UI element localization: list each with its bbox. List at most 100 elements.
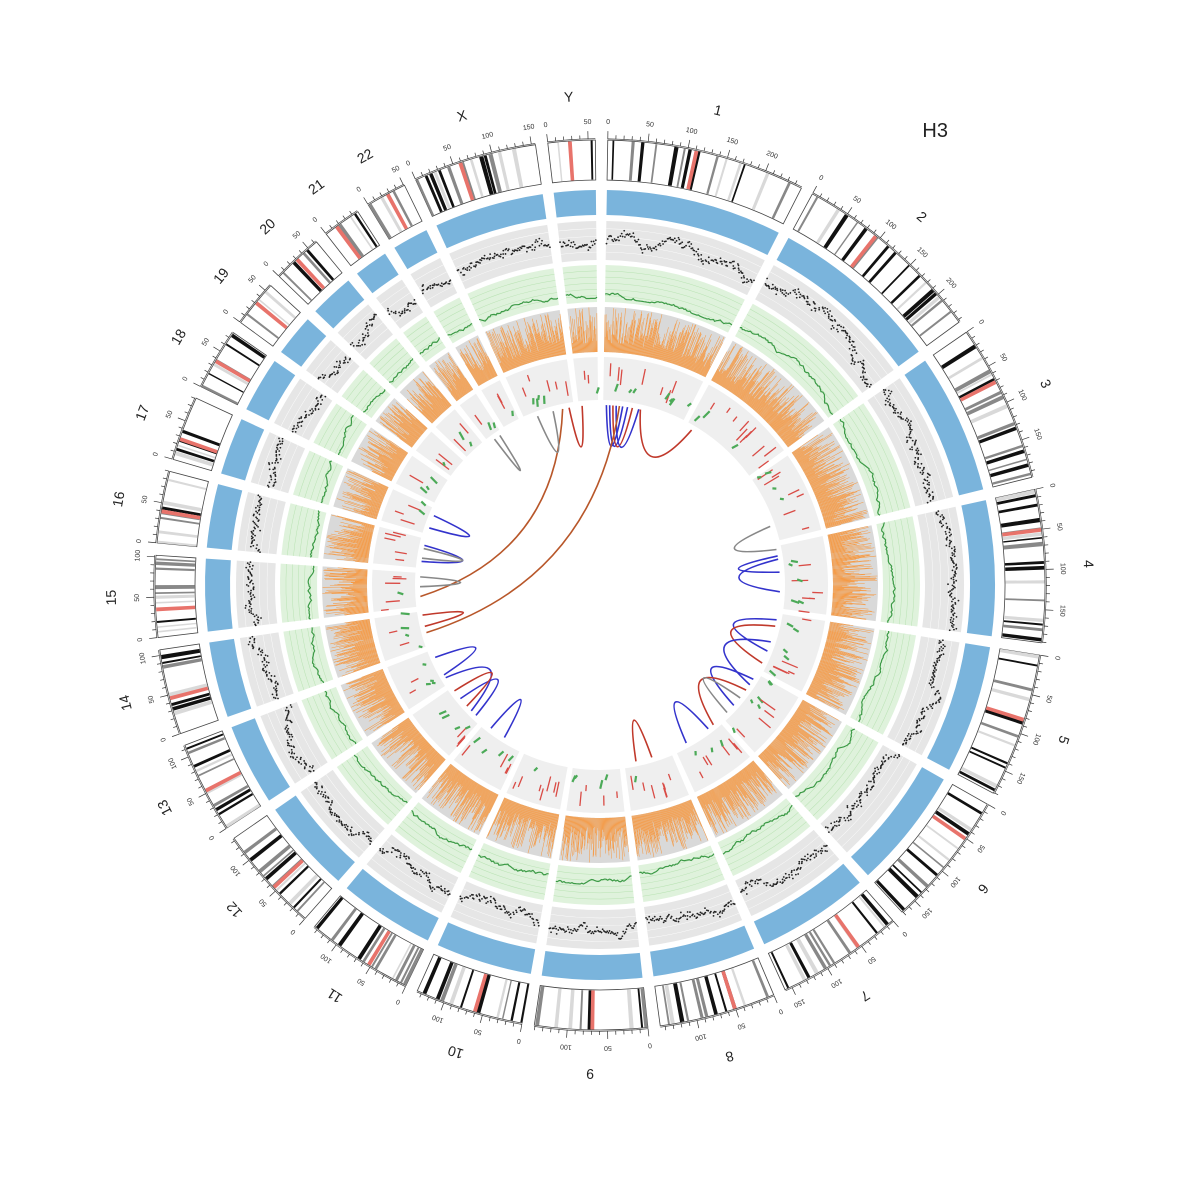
histogram-bar	[352, 497, 381, 508]
scatter-point	[950, 624, 953, 627]
histogram-bar	[770, 403, 795, 427]
histogram-bar	[828, 535, 862, 543]
histogram-bar	[785, 434, 799, 445]
histogram-bar	[396, 432, 414, 446]
histogram-bar	[595, 817, 596, 834]
histogram-bar	[704, 342, 723, 378]
histogram-bar	[736, 368, 758, 397]
histogram-bar	[534, 810, 544, 845]
scatter-point	[798, 860, 801, 863]
scatter-point	[619, 235, 622, 237]
histogram-bar	[354, 510, 378, 518]
scatter-point	[938, 642, 941, 644]
histogram-bar	[813, 477, 846, 492]
histogram-bar	[381, 470, 394, 478]
histogram-bar	[770, 743, 791, 763]
chromosome-label: 3	[1037, 377, 1055, 391]
scatter-point	[281, 442, 283, 445]
scatter-point	[447, 890, 450, 892]
scatter-point	[247, 569, 250, 571]
histogram-bar	[500, 798, 508, 815]
histogram-bar	[523, 806, 528, 818]
histogram-bar	[798, 706, 829, 725]
histogram-bar	[384, 711, 405, 725]
histogram-bar	[715, 369, 724, 383]
histogram-bar	[336, 498, 379, 513]
histogram-bar	[637, 317, 645, 356]
cytoband	[215, 788, 251, 811]
histogram-bar	[797, 447, 820, 462]
line-track-gridline	[566, 295, 597, 298]
scatter-point	[915, 439, 917, 442]
histogram-bar	[460, 775, 467, 785]
histogram-bar	[771, 410, 790, 428]
scatter-track	[235, 221, 965, 949]
histogram-bar	[772, 419, 784, 430]
histogram-bar	[748, 386, 765, 406]
histogram-bar	[803, 459, 825, 472]
scatter-point	[870, 383, 872, 386]
axis-tick	[1008, 763, 1013, 766]
histogram-bar	[450, 780, 474, 817]
histogram-bar	[812, 679, 823, 684]
scatter-point	[536, 240, 539, 243]
histogram-bar	[325, 579, 368, 581]
histogram-bar	[810, 469, 846, 487]
axis-tick	[663, 139, 666, 144]
histogram-bar	[768, 395, 799, 425]
scatter-point	[257, 519, 260, 521]
histogram-bar	[765, 749, 777, 761]
histogram-bar	[760, 398, 777, 417]
histogram-bar	[690, 335, 707, 371]
axis-line	[367, 183, 405, 205]
axis-tick	[225, 334, 230, 338]
scatter-point	[403, 308, 406, 310]
scatter-point	[297, 760, 300, 763]
histogram-bar	[452, 781, 476, 817]
scatter-point	[747, 280, 750, 283]
scatter-point	[346, 825, 349, 828]
histogram-bar	[619, 817, 624, 861]
histogram-bar	[710, 789, 726, 818]
histogram-bar	[336, 604, 368, 608]
histogram-bar	[828, 532, 871, 541]
histogram-bar	[353, 539, 371, 543]
scatter-point	[407, 305, 409, 308]
scatter-point	[335, 366, 338, 368]
position-axis-ring: 0 501001502000501001502000501001500501001…	[134, 119, 1066, 1051]
histogram-bar	[667, 807, 676, 832]
scatter-point	[338, 819, 341, 822]
scatter-point	[776, 287, 778, 290]
histogram-bar	[648, 318, 658, 358]
cytoband	[637, 988, 644, 1028]
axis-tick	[449, 1005, 452, 1010]
scatter-point	[288, 751, 291, 754]
histogram-bar	[361, 525, 374, 529]
histogram-bar	[642, 317, 651, 357]
scatter-point	[433, 283, 436, 285]
cytoband	[984, 709, 1024, 725]
cytoband	[841, 227, 868, 262]
scatter-point	[952, 626, 954, 629]
scatter-point	[324, 374, 327, 377]
scatter-background	[546, 906, 640, 949]
histogram-bar	[362, 675, 386, 686]
scatter-point	[290, 738, 293, 741]
scatter-point	[286, 744, 289, 747]
histogram-bar	[371, 470, 392, 481]
histogram-bar	[336, 544, 370, 551]
histogram-bar	[807, 464, 838, 481]
histogram-bar	[548, 813, 557, 857]
cytoband	[1003, 536, 1043, 543]
centromere	[386, 193, 408, 230]
histogram-bar	[396, 435, 413, 448]
scatter-point	[259, 501, 261, 504]
histogram-bar	[381, 728, 417, 757]
histogram-bar	[601, 817, 603, 848]
scatter-point	[637, 238, 640, 241]
scatter-point	[893, 407, 895, 410]
scatter-point	[942, 647, 945, 650]
axis-tick	[966, 838, 974, 844]
histogram-bar	[748, 764, 768, 788]
line-track-gridline	[287, 504, 297, 556]
